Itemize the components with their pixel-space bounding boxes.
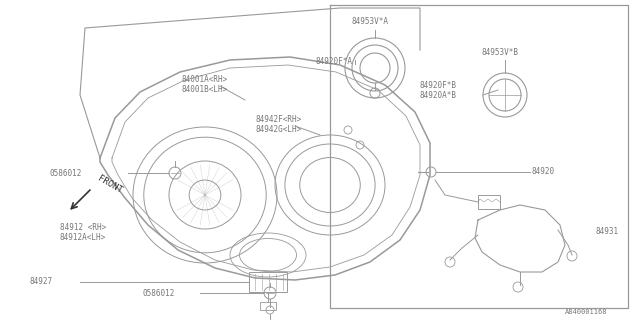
Text: A840001168: A840001168 — [565, 309, 607, 315]
Text: 84942G<LH>: 84942G<LH> — [255, 125, 301, 134]
Text: 84953V*B: 84953V*B — [481, 48, 518, 57]
Text: 84953V*A: 84953V*A — [351, 17, 388, 26]
Text: 84920F*A: 84920F*A — [315, 58, 352, 67]
Text: 84920: 84920 — [532, 167, 555, 177]
Text: 0586012: 0586012 — [143, 289, 175, 298]
Text: FRONT: FRONT — [96, 174, 124, 196]
Text: 84920F*B: 84920F*B — [420, 81, 457, 90]
Text: 84927: 84927 — [30, 277, 53, 286]
Text: 84001A<RH>: 84001A<RH> — [182, 76, 228, 84]
Text: 84931: 84931 — [595, 228, 618, 236]
Text: 84920A*B: 84920A*B — [420, 91, 457, 100]
Text: 0586012: 0586012 — [50, 169, 83, 178]
Text: 84912A<LH>: 84912A<LH> — [60, 234, 106, 243]
Text: 84001B<LH>: 84001B<LH> — [182, 85, 228, 94]
Text: 84942F<RH>: 84942F<RH> — [255, 116, 301, 124]
Text: 84912 <RH>: 84912 <RH> — [60, 223, 106, 233]
